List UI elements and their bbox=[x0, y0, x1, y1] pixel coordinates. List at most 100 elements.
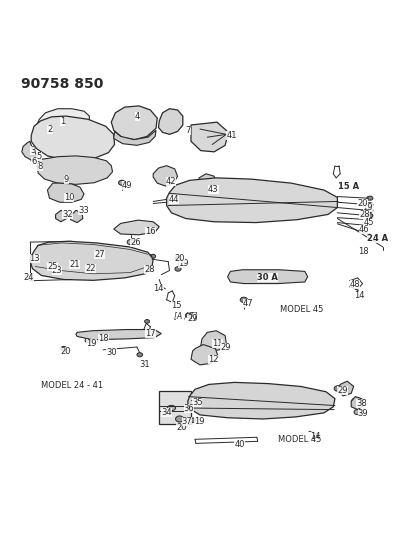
Text: 28: 28 bbox=[359, 210, 370, 219]
Text: 29: 29 bbox=[337, 386, 348, 395]
Text: 38: 38 bbox=[357, 399, 367, 408]
Polygon shape bbox=[114, 130, 156, 146]
Text: 26: 26 bbox=[130, 238, 141, 247]
Polygon shape bbox=[55, 211, 67, 222]
Text: 45: 45 bbox=[364, 218, 374, 227]
Polygon shape bbox=[166, 178, 337, 223]
Text: 18: 18 bbox=[359, 247, 369, 256]
Text: 24: 24 bbox=[24, 273, 34, 282]
Text: 47: 47 bbox=[243, 298, 253, 308]
Text: 5: 5 bbox=[36, 152, 42, 161]
Ellipse shape bbox=[181, 424, 187, 428]
Text: 46: 46 bbox=[359, 225, 369, 235]
Ellipse shape bbox=[80, 255, 96, 268]
Ellipse shape bbox=[186, 313, 192, 318]
Ellipse shape bbox=[159, 172, 171, 181]
Text: 19: 19 bbox=[194, 417, 204, 426]
Text: 28: 28 bbox=[144, 265, 155, 274]
Ellipse shape bbox=[367, 208, 373, 213]
Text: 31: 31 bbox=[139, 360, 150, 369]
Text: 19: 19 bbox=[86, 340, 97, 348]
Text: 15 A: 15 A bbox=[338, 182, 359, 191]
Ellipse shape bbox=[287, 394, 310, 409]
Polygon shape bbox=[76, 329, 161, 340]
Polygon shape bbox=[337, 381, 354, 396]
Ellipse shape bbox=[240, 297, 248, 303]
Ellipse shape bbox=[208, 337, 218, 344]
Ellipse shape bbox=[59, 132, 76, 143]
Ellipse shape bbox=[175, 416, 184, 422]
Ellipse shape bbox=[259, 394, 281, 409]
Text: 20: 20 bbox=[174, 254, 185, 263]
Text: 32: 32 bbox=[62, 210, 73, 219]
Ellipse shape bbox=[354, 409, 361, 415]
Ellipse shape bbox=[119, 180, 125, 185]
Ellipse shape bbox=[351, 398, 361, 405]
Polygon shape bbox=[191, 122, 228, 152]
Ellipse shape bbox=[175, 266, 181, 271]
Text: 11: 11 bbox=[212, 340, 223, 348]
Ellipse shape bbox=[367, 203, 373, 207]
Text: 18: 18 bbox=[98, 334, 109, 343]
Text: 14: 14 bbox=[153, 285, 164, 293]
Text: 15: 15 bbox=[171, 301, 182, 310]
Polygon shape bbox=[22, 141, 37, 160]
Ellipse shape bbox=[342, 386, 349, 391]
Text: 17: 17 bbox=[145, 329, 156, 338]
Text: 37: 37 bbox=[182, 417, 193, 426]
Text: 4: 4 bbox=[135, 111, 140, 120]
Ellipse shape bbox=[334, 386, 342, 391]
Text: 29: 29 bbox=[187, 314, 197, 323]
Ellipse shape bbox=[61, 346, 67, 351]
Polygon shape bbox=[35, 109, 89, 131]
Ellipse shape bbox=[144, 320, 149, 323]
Ellipse shape bbox=[122, 255, 138, 268]
Polygon shape bbox=[30, 241, 153, 280]
Ellipse shape bbox=[190, 418, 196, 423]
Ellipse shape bbox=[273, 193, 297, 208]
Ellipse shape bbox=[180, 193, 204, 208]
Text: 34: 34 bbox=[161, 408, 172, 417]
Text: 12: 12 bbox=[208, 354, 219, 364]
Text: 22: 22 bbox=[85, 264, 96, 272]
Ellipse shape bbox=[367, 196, 373, 200]
Ellipse shape bbox=[127, 239, 135, 245]
Ellipse shape bbox=[199, 394, 221, 409]
Ellipse shape bbox=[45, 133, 62, 144]
Text: 44: 44 bbox=[169, 195, 179, 204]
Text: [A / T]: [A / T] bbox=[174, 312, 197, 321]
Text: 16: 16 bbox=[145, 228, 156, 237]
Polygon shape bbox=[114, 220, 159, 235]
Polygon shape bbox=[111, 106, 157, 140]
Ellipse shape bbox=[165, 117, 176, 125]
Polygon shape bbox=[47, 183, 84, 202]
Text: 33: 33 bbox=[78, 206, 89, 215]
Text: 41: 41 bbox=[226, 131, 237, 140]
Ellipse shape bbox=[199, 351, 211, 359]
Ellipse shape bbox=[134, 115, 146, 124]
Polygon shape bbox=[228, 270, 308, 284]
Polygon shape bbox=[201, 331, 226, 351]
Bar bbox=[61, 177, 72, 185]
Ellipse shape bbox=[58, 214, 64, 220]
Ellipse shape bbox=[202, 179, 211, 185]
Polygon shape bbox=[153, 166, 177, 186]
Text: 48: 48 bbox=[350, 280, 360, 289]
Text: 8: 8 bbox=[37, 163, 43, 172]
Polygon shape bbox=[158, 109, 183, 134]
Polygon shape bbox=[191, 344, 218, 365]
Text: 27: 27 bbox=[94, 250, 105, 259]
Polygon shape bbox=[198, 174, 216, 189]
Ellipse shape bbox=[144, 119, 156, 128]
Text: 29: 29 bbox=[220, 343, 231, 351]
Text: 24 A: 24 A bbox=[367, 235, 388, 244]
Text: 23: 23 bbox=[51, 266, 62, 276]
Ellipse shape bbox=[175, 256, 181, 261]
Text: 20: 20 bbox=[176, 423, 187, 432]
Text: 10: 10 bbox=[64, 193, 74, 202]
Ellipse shape bbox=[367, 214, 373, 217]
Text: MODEL 24 - 41: MODEL 24 - 41 bbox=[41, 381, 103, 390]
Text: 21: 21 bbox=[69, 260, 80, 269]
Text: 20: 20 bbox=[357, 199, 368, 207]
Text: 36: 36 bbox=[184, 405, 195, 413]
